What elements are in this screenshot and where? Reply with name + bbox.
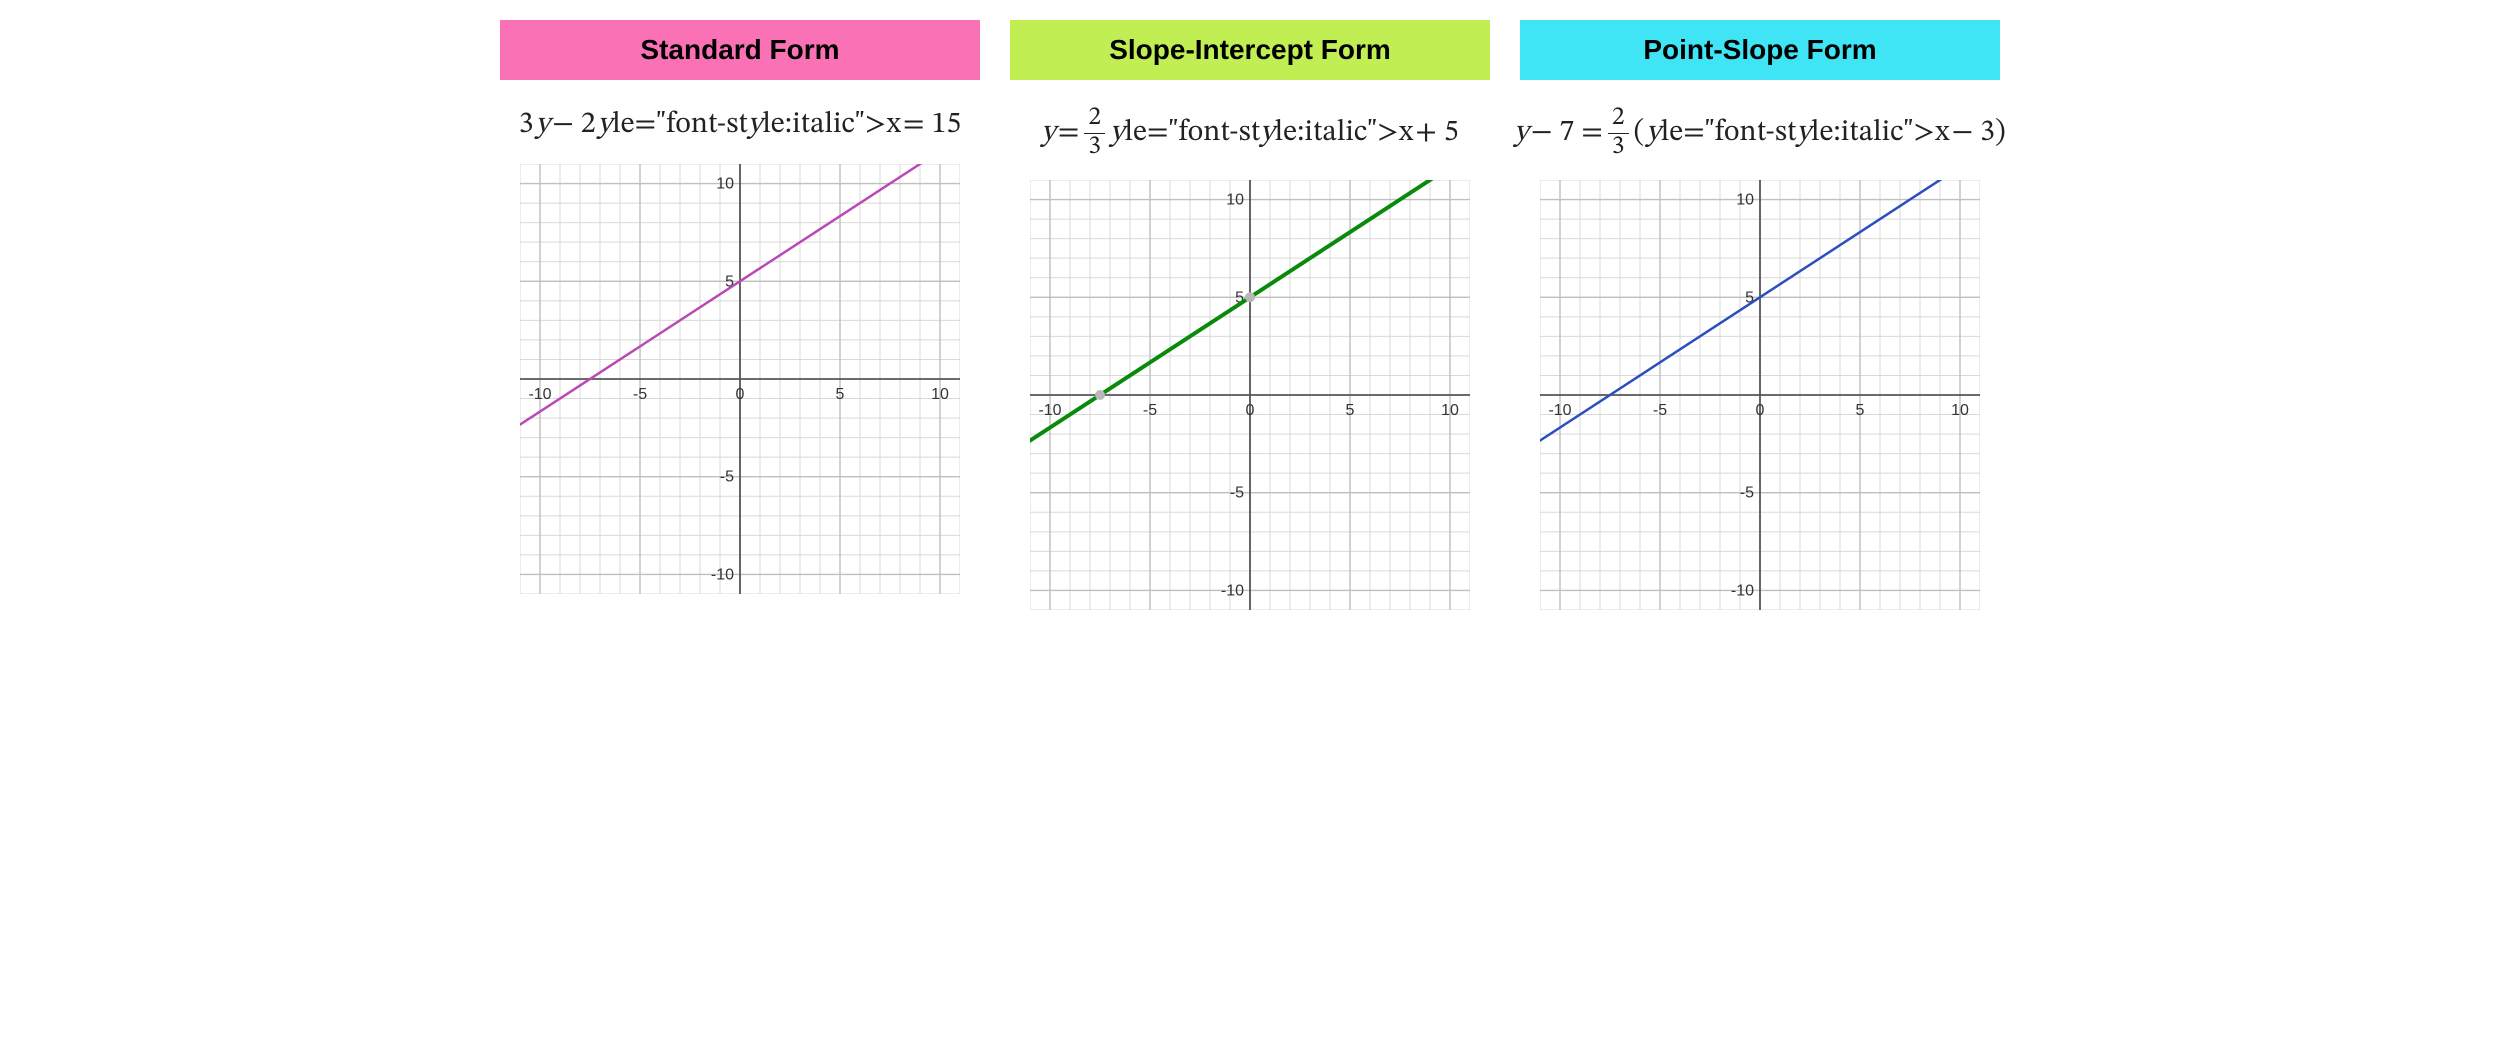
svg-text:-5: -5: [1740, 485, 1754, 502]
svg-text:5: 5: [1856, 402, 1865, 419]
svg-text:5: 5: [1346, 402, 1355, 419]
svg-text:-10: -10: [711, 566, 734, 583]
panel-title: Standard Form: [500, 20, 980, 80]
svg-text:10: 10: [1951, 402, 1969, 419]
svg-text:5: 5: [836, 386, 845, 403]
equation-point-slope: y − 7 = 23 (yle="font-style:italic">x − …: [1514, 106, 2006, 160]
svg-text:-5: -5: [720, 469, 734, 486]
svg-text:-5: -5: [633, 386, 647, 403]
svg-text:0: 0: [1246, 402, 1255, 419]
svg-text:0: 0: [736, 386, 745, 403]
panel-title: Slope-Intercept Form: [1010, 20, 1490, 80]
equation-standard: 3y − 2yle="font-style:italic">x = 15: [519, 106, 962, 144]
svg-text:-5: -5: [1653, 402, 1667, 419]
panel-standard-form: Standard Form 3y − 2yle="font-style:ital…: [500, 20, 980, 594]
svg-text:-10: -10: [1548, 402, 1571, 419]
panels-container: Standard Form 3y − 2yle="font-style:ital…: [20, 20, 2480, 610]
graph-standard: -10-50510105-5-10: [520, 164, 960, 594]
equation-slope-intercept: y = 23yle="font-style:italic">x + 5: [1041, 106, 1459, 160]
svg-text:-10: -10: [1221, 582, 1244, 599]
svg-text:10: 10: [931, 386, 949, 403]
svg-text:-10: -10: [1731, 582, 1754, 599]
svg-text:-10: -10: [1038, 402, 1061, 419]
svg-text:10: 10: [1736, 192, 1754, 209]
graph-point-slope: -10-50510105-5-10: [1540, 180, 1980, 610]
svg-text:10: 10: [1226, 192, 1244, 209]
graph-slope-intercept: -10-50510105-5-10: [1030, 180, 1470, 610]
panel-title: Point-Slope Form: [1520, 20, 2000, 80]
svg-text:-10: -10: [528, 386, 551, 403]
svg-text:10: 10: [716, 176, 734, 193]
svg-text:0: 0: [1756, 402, 1765, 419]
panel-point-slope-form: Point-Slope Form y − 7 = 23 (yle="font-s…: [1520, 20, 2000, 610]
svg-text:-5: -5: [1143, 402, 1157, 419]
svg-text:10: 10: [1441, 402, 1459, 419]
svg-text:-5: -5: [1230, 485, 1244, 502]
panel-slope-intercept-form: Slope-Intercept Form y = 23yle="font-sty…: [1010, 20, 1490, 610]
